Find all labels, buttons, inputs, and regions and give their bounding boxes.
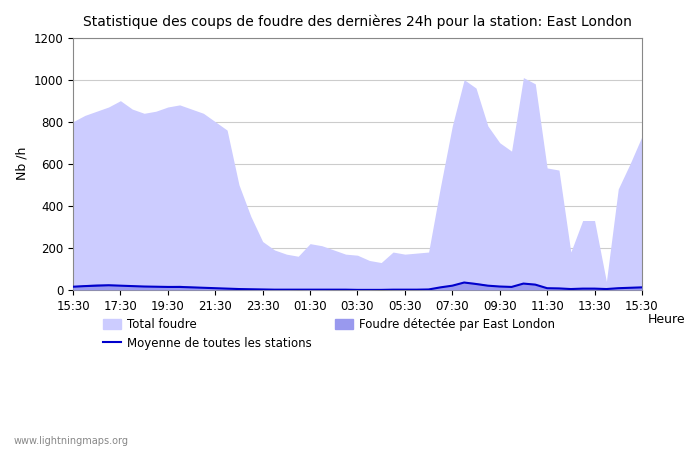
- Title: Statistique des coups de foudre des dernières 24h pour la station: East London: Statistique des coups de foudre des dern…: [83, 15, 632, 30]
- Y-axis label: Nb /h: Nb /h: [15, 147, 28, 180]
- Text: Heure: Heure: [648, 313, 685, 326]
- Text: www.lightningmaps.org: www.lightningmaps.org: [14, 436, 129, 446]
- Legend: Total foudre, Moyenne de toutes les stations, Foudre détectée par East London: Total foudre, Moyenne de toutes les stat…: [99, 313, 559, 355]
